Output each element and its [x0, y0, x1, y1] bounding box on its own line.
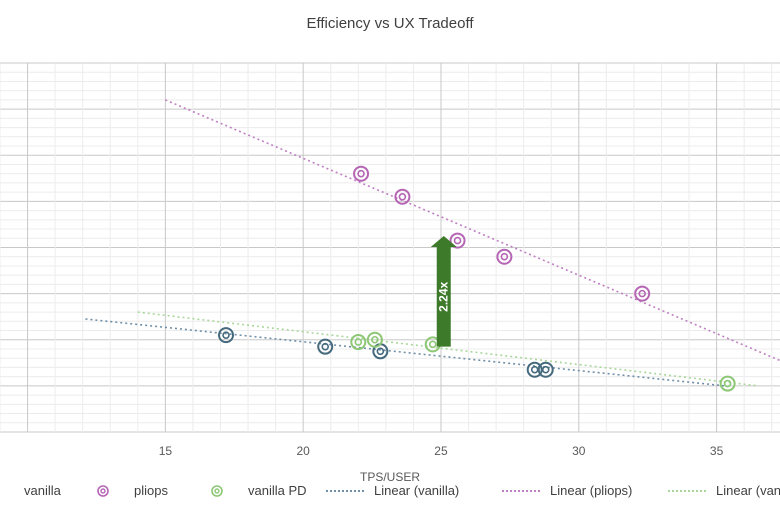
data-point: [218, 327, 235, 344]
linear-vanilla-pd-line-icon: [668, 489, 708, 492]
x-tick-label: 35: [710, 444, 724, 458]
data-points: [218, 165, 736, 392]
x-tick-label: 20: [297, 444, 311, 458]
trendline: [165, 99, 780, 362]
data-point: [526, 361, 543, 378]
chart-grid: [0, 62, 780, 433]
data-point: [366, 331, 383, 348]
arrow-label: 2.24x: [437, 281, 451, 311]
legend-label: vanilla PD: [248, 483, 307, 498]
annotations: 2.24x: [430, 235, 457, 347]
vanilla-pd-marker-icon: [211, 484, 223, 497]
x-tick-label: 25: [434, 444, 448, 458]
legend-label: pliops: [134, 483, 168, 498]
data-point: [719, 375, 736, 392]
data-point: [496, 248, 513, 265]
legend-label: Linear (vanilla PD): [716, 483, 780, 498]
legend-label: Linear (vanilla): [374, 483, 460, 498]
trendline: [85, 318, 725, 387]
x-axis-label: TPS/USER: [359, 470, 420, 484]
data-point: [353, 165, 370, 182]
pliops-marker-icon: [97, 484, 109, 497]
data-point: [634, 285, 651, 302]
data-point: [537, 361, 554, 378]
legend-label: vanilla: [24, 483, 61, 498]
data-point: [449, 232, 466, 249]
data-point: [350, 334, 367, 351]
x-tick-labels: 15 20 25 30 35: [159, 444, 724, 458]
linear-vanilla-line-icon: [326, 489, 366, 492]
linear-pliops-line-icon: [502, 489, 542, 492]
trendlines: [85, 99, 780, 387]
legend-label: Linear (pliops): [550, 483, 633, 498]
legend-item-linear-vanilla: Linear (vanilla): [326, 483, 459, 498]
chart-title: Efficiency vs UX Tradeoff: [306, 15, 474, 32]
trendline: [137, 311, 759, 387]
legend-item-vanilla: vanilla: [24, 483, 61, 498]
improvement-arrow: 2.24x: [430, 235, 457, 347]
x-tick-label: 15: [159, 444, 173, 458]
data-point: [317, 338, 334, 355]
chart-legend: vanilla pliops vanilla PD Linear (vanill…: [0, 481, 780, 503]
data-point: [394, 188, 411, 205]
legend-item-linear-pliops: Linear (pliops): [502, 483, 632, 498]
arrow-shape: [430, 235, 457, 347]
legend-item-pliops: pliops: [96, 483, 168, 498]
legend-item-vanilla-pd: vanilla PD: [210, 483, 307, 498]
x-tick-label: 30: [572, 444, 586, 458]
legend-item-linear-vanilla-pd: Linear (vanilla PD): [668, 483, 780, 498]
